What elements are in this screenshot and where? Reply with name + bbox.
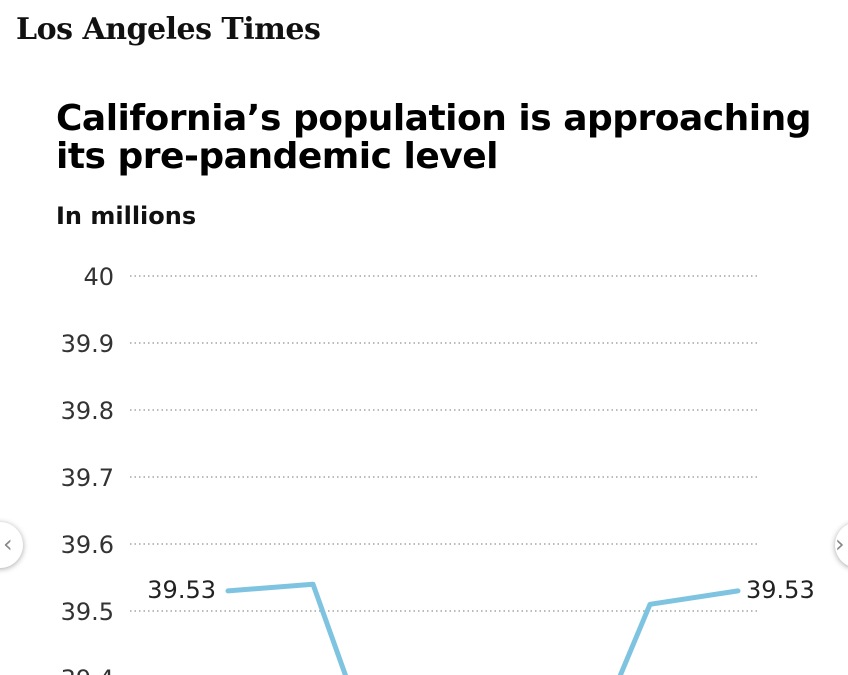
chevron-right-icon: › bbox=[835, 530, 845, 558]
carousel-prev-button[interactable]: ‹ bbox=[0, 522, 23, 568]
y-tick-label: 39.4 bbox=[61, 665, 114, 675]
y-tick-label: 39.8 bbox=[61, 397, 114, 425]
chevron-left-icon: ‹ bbox=[3, 530, 13, 558]
series-line bbox=[225, 581, 741, 675]
carousel-next-button[interactable]: › bbox=[835, 522, 848, 568]
data-label: 39.53 bbox=[147, 576, 216, 604]
data-label: 39.53 bbox=[746, 576, 815, 604]
y-tick-label: 39.5 bbox=[61, 598, 114, 626]
y-tick-label: 39.9 bbox=[61, 330, 114, 358]
y-axis-label: In millions bbox=[56, 202, 197, 230]
masthead-logo: Los Angeles Times bbox=[16, 12, 321, 47]
y-tick-label: 40 bbox=[83, 263, 114, 291]
y-tick-label: 39.6 bbox=[61, 531, 114, 559]
chart-title: California’s population is approaching i… bbox=[56, 98, 812, 177]
y-tick-label: 39.7 bbox=[61, 464, 114, 492]
